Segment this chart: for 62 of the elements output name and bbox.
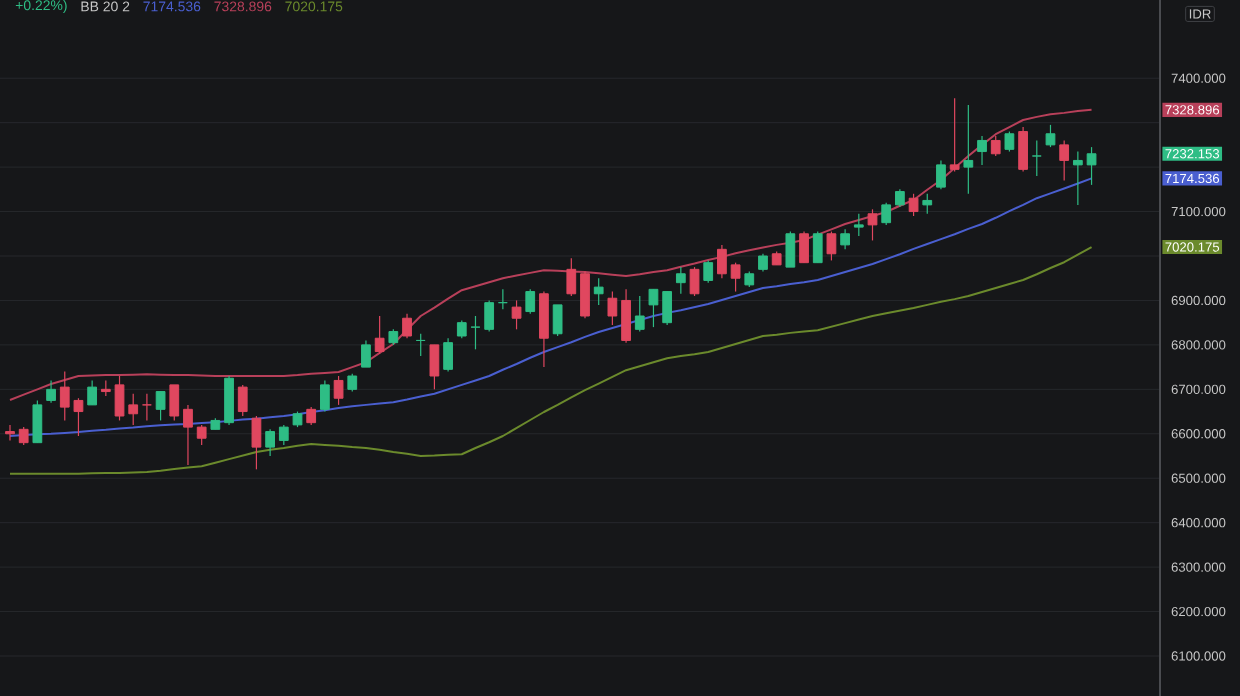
candlestick [1059,139,1070,182]
candlestick [224,375,234,426]
candlestick [1018,126,1028,173]
candlestick [539,290,549,368]
candlestick [265,428,275,457]
candlestick [799,230,809,264]
candlestick [46,379,56,404]
candlestick [949,97,960,173]
candlestick [607,290,618,326]
candlestick [730,262,741,293]
candlestick [662,290,673,326]
candlestick [812,230,823,264]
candlestick [990,135,1001,157]
candlestick [361,339,371,368]
candlestick [237,384,248,417]
candlestick [374,315,385,355]
candlestick [853,213,864,237]
candlestick [1004,130,1015,153]
candlestick [443,337,453,373]
candlestick [470,315,481,350]
candlestick [580,270,590,319]
candlestick [251,415,262,470]
candlestick [675,266,686,295]
candlestick [1045,124,1056,148]
candlestick [703,259,714,284]
candlestick [1072,150,1083,206]
candlestick [621,288,631,344]
candlestick [936,159,946,190]
candlestick [566,257,577,297]
candlestick [977,135,987,166]
candlestick [402,313,412,339]
candlestick [525,288,536,315]
candlestick [278,424,289,446]
candlestick [867,208,878,242]
candlestick [552,304,563,337]
candlestick [511,299,522,330]
candlestick [333,375,344,406]
candlestick [32,399,43,444]
candlestick [1031,139,1042,177]
candlestick [320,379,330,413]
candlestick [183,404,193,466]
candlestick [429,344,440,390]
candlestick [881,202,892,226]
candlestick [142,393,152,422]
candlestick [484,299,495,333]
candlestick [634,295,645,333]
candlestick [196,424,207,446]
candlestick [840,228,850,250]
candlestick [169,384,180,422]
candlestick [87,379,98,406]
candlestick [826,230,837,262]
candlestick [155,390,166,422]
candlestick [593,277,604,306]
candlestick [648,288,659,328]
candlestick [5,424,15,442]
candlestick [689,266,700,297]
candlestick [922,193,933,215]
candlestick [785,230,796,268]
candlestick [908,193,919,217]
candlestick [1086,146,1097,186]
candlestick [717,244,727,279]
candlestick [963,104,974,195]
